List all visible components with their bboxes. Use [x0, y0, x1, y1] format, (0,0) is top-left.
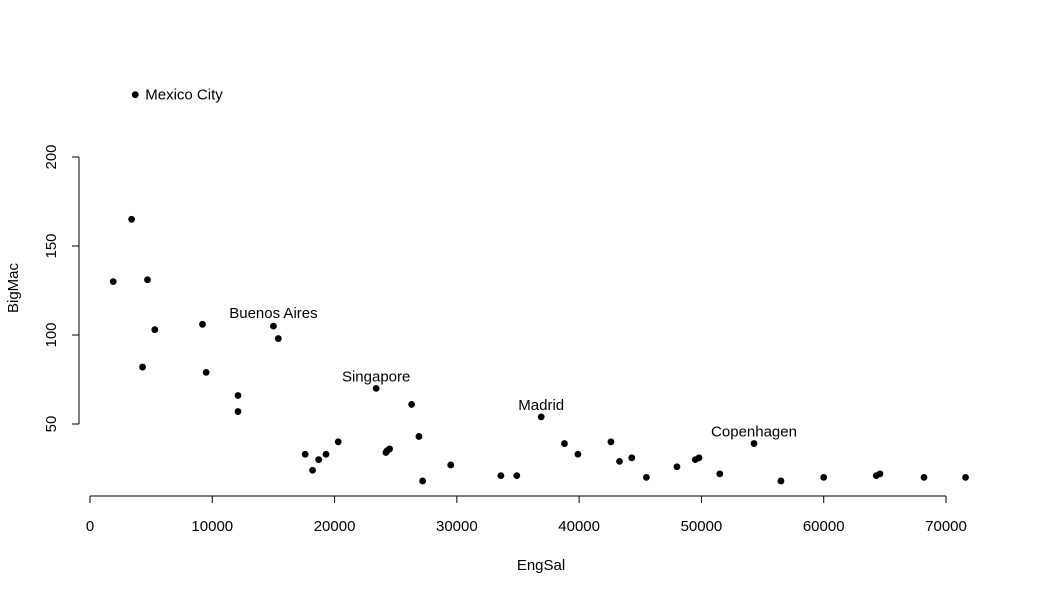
x-tick-label: 10000: [191, 518, 233, 535]
data-point: [962, 474, 969, 481]
data-point: [820, 474, 828, 481]
data-point: [616, 457, 623, 465]
data-point: [447, 461, 455, 469]
x-tick-label: 60000: [803, 518, 845, 535]
data-point: [202, 368, 210, 376]
data-point: [408, 401, 416, 408]
data-point: [628, 454, 636, 462]
x-tick-label: 70000: [925, 518, 967, 535]
data-point: [695, 454, 703, 462]
point-label: Buenos Aires: [229, 305, 317, 322]
data-point: [139, 363, 146, 371]
data-point: [513, 472, 521, 480]
data-point: [561, 440, 568, 447]
data-point: [920, 474, 928, 481]
data-point: [128, 215, 135, 223]
point-label: Mexico City: [145, 87, 223, 104]
y-axis: 50 100 150 200: [43, 144, 80, 433]
data-point: [386, 445, 393, 453]
x-axis-title: EngSal: [517, 557, 565, 574]
point-label: Madrid: [518, 397, 564, 414]
point-label: Copenhagen: [711, 424, 797, 441]
point-label: Singapore: [342, 368, 410, 385]
point-annotations: Mexico City Buenos Aires Singapore Madrid Co…: [145, 87, 797, 441]
data-point: [199, 320, 206, 328]
data-point: [234, 408, 242, 415]
data-point: [131, 91, 139, 99]
data-point: [151, 326, 159, 334]
x-axis: 0 10000 20000 30000 40000 50000 60000 70000: [86, 495, 967, 535]
data-point: [876, 470, 884, 478]
x-tick-label: 40000: [558, 518, 600, 535]
data-point: [419, 477, 427, 485]
y-axis-title: BigMac: [5, 262, 22, 313]
data-point: [334, 438, 342, 446]
data-point: [643, 474, 650, 481]
x-tick-label: 20000: [314, 518, 356, 535]
x-tick-label: 30000: [436, 518, 478, 535]
data-point: [497, 472, 505, 480]
data-point: [109, 278, 117, 285]
x-tick-label: 0: [86, 518, 94, 535]
y-tick-label: 100: [43, 322, 60, 347]
data-point: [270, 322, 277, 330]
data-point: [322, 450, 330, 458]
data-point: [234, 392, 242, 399]
data-point: [315, 456, 323, 463]
data-point: [372, 385, 380, 392]
y-tick-label: 150: [43, 233, 60, 258]
data-point: [415, 433, 423, 440]
data-point: [537, 413, 545, 421]
data-point: [301, 450, 309, 458]
data-point: [274, 335, 282, 342]
y-tick-label: 200: [43, 144, 60, 169]
y-tick-label: 50: [43, 416, 60, 433]
data-point: [777, 477, 785, 485]
data-point: [144, 276, 151, 284]
data-point: [750, 440, 758, 447]
data-point: [574, 450, 582, 458]
data-point: [607, 438, 615, 446]
data-point: [716, 470, 724, 478]
x-tick-label: 50000: [681, 518, 723, 535]
data-point: [309, 466, 316, 474]
data-point: [673, 463, 681, 471]
data-points: [109, 91, 969, 485]
